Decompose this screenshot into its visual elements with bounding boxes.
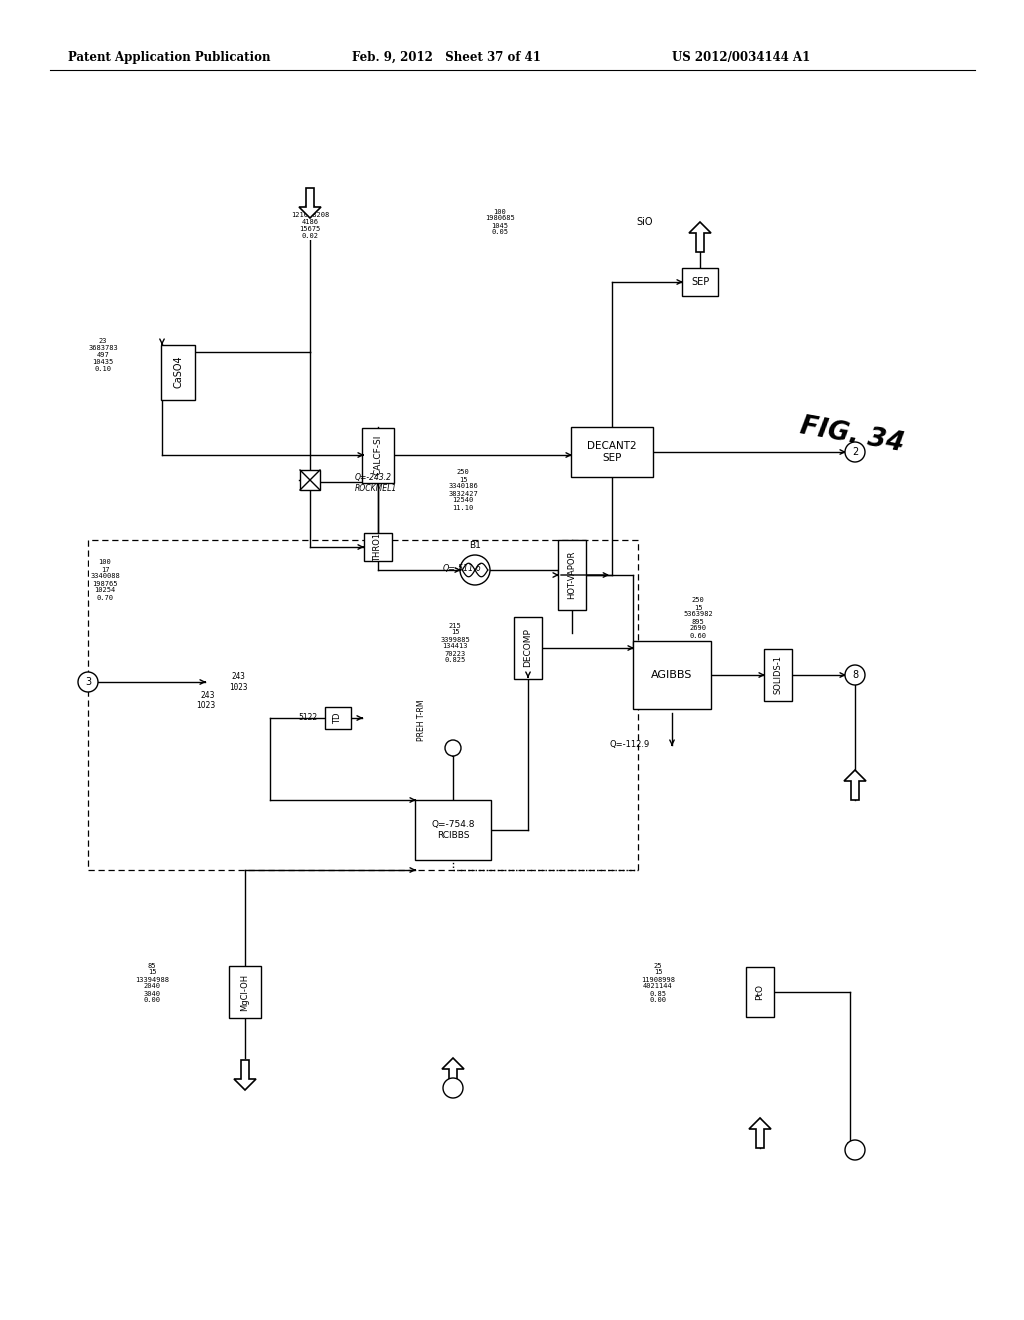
Text: 243
1023: 243 1023 <box>228 672 247 692</box>
Text: CALCF-SI: CALCF-SI <box>374 434 383 475</box>
Text: 3: 3 <box>85 677 91 686</box>
Text: DECANT2
SEP: DECANT2 SEP <box>587 441 637 463</box>
Text: CaSO4: CaSO4 <box>173 355 183 388</box>
Bar <box>362 428 394 483</box>
Text: 5122: 5122 <box>298 713 317 722</box>
Bar <box>88 540 638 870</box>
Circle shape <box>845 665 865 685</box>
Bar <box>325 708 351 729</box>
Bar <box>558 540 586 610</box>
Text: 8: 8 <box>852 671 858 680</box>
Circle shape <box>845 1140 865 1160</box>
Polygon shape <box>234 1060 256 1090</box>
Text: Q=-511.6: Q=-511.6 <box>443 564 482 573</box>
Circle shape <box>445 741 461 756</box>
Circle shape <box>443 1078 463 1098</box>
Bar <box>746 968 774 1016</box>
Text: SOLIDS-1: SOLIDS-1 <box>773 656 782 694</box>
Text: 23
3683783
497
10435
0.10: 23 3683783 497 10435 0.10 <box>88 338 118 372</box>
Bar <box>415 800 490 861</box>
Text: 243: 243 <box>201 690 215 700</box>
Text: US 2012/0034144 A1: US 2012/0034144 A1 <box>672 50 810 63</box>
Text: B1: B1 <box>469 540 481 549</box>
Text: THRO1: THRO1 <box>374 532 383 561</box>
Bar <box>161 345 195 400</box>
Text: 100
121608208
4186
15675
0.02: 100 121608208 4186 15675 0.02 <box>291 205 329 239</box>
Text: HOT-VAPOR: HOT-VAPOR <box>567 550 577 599</box>
Text: 25
15
11908998
4021144
0.85
0.00: 25 15 11908998 4021144 0.85 0.00 <box>641 962 675 1003</box>
Text: Q=-243.2
ROCKMEL1: Q=-243.2 ROCKMEL1 <box>355 474 397 492</box>
Bar <box>514 616 542 678</box>
Text: 2: 2 <box>852 447 858 457</box>
Text: TD: TD <box>334 713 342 723</box>
Text: 215
15
3399885
134413
70223
0.825: 215 15 3399885 134413 70223 0.825 <box>440 623 470 664</box>
Text: 100
17
3340088
198765
10254
0.70: 100 17 3340088 198765 10254 0.70 <box>90 560 120 601</box>
Bar <box>633 642 711 709</box>
Text: PtO: PtO <box>756 983 765 1001</box>
Text: AGIBBS: AGIBBS <box>651 671 692 680</box>
Text: 1023: 1023 <box>196 701 215 710</box>
Text: Feb. 9, 2012   Sheet 37 of 41: Feb. 9, 2012 Sheet 37 of 41 <box>352 50 541 63</box>
Text: PREH T-RM: PREH T-RM <box>418 700 427 741</box>
Text: Q=-754.8
RCIBBS: Q=-754.8 RCIBBS <box>431 820 475 840</box>
Bar <box>300 470 319 490</box>
Bar <box>229 966 261 1018</box>
Text: MgCl-OH: MgCl-OH <box>241 973 250 1011</box>
Polygon shape <box>749 1118 771 1148</box>
Polygon shape <box>844 770 866 800</box>
Text: Patent Application Publication: Patent Application Publication <box>68 50 270 63</box>
Text: DECOMP: DECOMP <box>523 628 532 668</box>
Bar <box>364 533 392 561</box>
Text: Q=-112.9: Q=-112.9 <box>610 741 650 750</box>
Text: SEP: SEP <box>691 277 710 286</box>
Text: FIG. 34: FIG. 34 <box>798 413 906 457</box>
Text: 250
15
3340186
3832427
12540
11.10: 250 15 3340186 3832427 12540 11.10 <box>449 470 478 511</box>
Text: SiO: SiO <box>637 216 653 227</box>
Text: 100
1980685
1045
0.05: 100 1980685 1045 0.05 <box>485 209 515 235</box>
Polygon shape <box>689 222 711 252</box>
Bar <box>764 649 792 701</box>
Circle shape <box>78 672 98 692</box>
Circle shape <box>845 442 865 462</box>
Circle shape <box>460 554 490 585</box>
Bar <box>682 268 718 296</box>
Text: 250
15
5363982
895
2690
0.60: 250 15 5363982 895 2690 0.60 <box>683 598 713 639</box>
Text: 85
15
13394988
2040
3040
0.00: 85 15 13394988 2040 3040 0.00 <box>135 962 169 1003</box>
Polygon shape <box>442 1059 464 1088</box>
Polygon shape <box>299 187 321 218</box>
Bar <box>571 426 653 477</box>
